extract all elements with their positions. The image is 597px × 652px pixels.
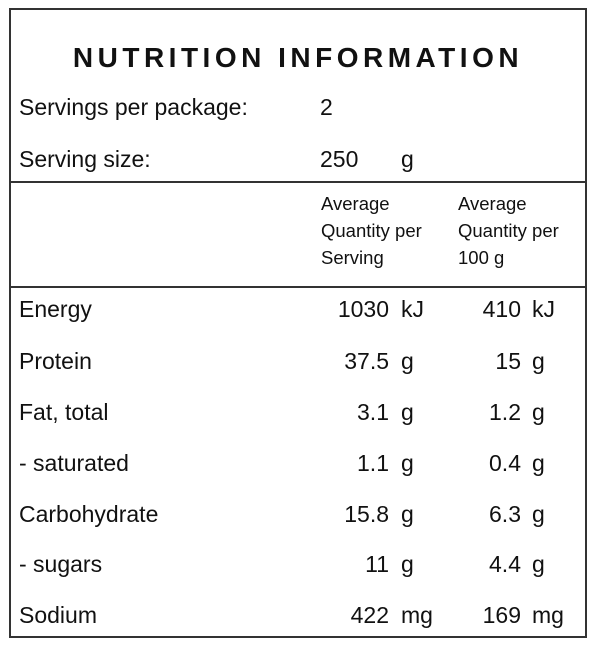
per-serving-value: 37.5	[344, 348, 389, 374]
divider-top	[11, 181, 585, 183]
per-100g-unit: g	[532, 450, 545, 476]
servings-label: Servings per package:	[19, 94, 248, 120]
column-header-line: Serving	[321, 247, 384, 268]
serving-size-label: Serving size:	[19, 146, 151, 172]
column-header-line: Quantity per	[458, 220, 559, 241]
per-serving-value: 11	[365, 551, 389, 577]
per-100g-value: 15	[495, 348, 521, 374]
per-100g-unit: kJ	[532, 296, 555, 322]
per-100g-value: 6.3	[489, 501, 521, 527]
serving-size-value: 250	[320, 146, 359, 172]
per-100g-unit: g	[532, 501, 545, 527]
per-100g-value: 4.4	[489, 551, 521, 577]
per-100g-value: 1.2	[489, 399, 521, 425]
per-100g-unit: g	[532, 551, 545, 577]
per-100g-value: 0.4	[489, 450, 521, 476]
column-header-line: Average	[458, 193, 527, 214]
nutrient-label: Fat, total	[19, 399, 109, 425]
nutrient-label: Energy	[19, 296, 92, 322]
column-header-per-100g: Average Quantity per 100 g	[458, 190, 559, 271]
per-100g-unit: g	[532, 399, 545, 425]
servings-value: 2	[320, 94, 333, 120]
per-serving-unit: kJ	[401, 296, 424, 322]
per-serving-value: 1030	[337, 296, 389, 322]
per-serving-value: 1.1	[357, 450, 389, 476]
per-serving-unit: g	[401, 348, 414, 374]
per-serving-unit: g	[401, 501, 414, 527]
per-100g-unit: g	[532, 348, 545, 374]
per-serving-unit: mg	[401, 602, 433, 628]
nutrient-label: Protein	[19, 348, 92, 374]
per-100g-value: 169	[482, 602, 521, 628]
column-header-line: Quantity per	[321, 220, 422, 241]
nutrient-label: Carbohydrate	[19, 501, 159, 527]
nutrition-panel: NUTRITION INFORMATION Servings per packa…	[9, 8, 587, 638]
panel-title: NUTRITION INFORMATION	[72, 42, 524, 73]
serving-size-unit: g	[401, 146, 414, 172]
per-serving-value: 3.1	[357, 399, 389, 425]
per-100g-value: 410	[482, 296, 521, 322]
per-serving-value: 422	[350, 602, 389, 628]
per-serving-unit: g	[401, 450, 414, 476]
per-serving-value: 15.8	[344, 501, 389, 527]
column-header-line: 100 g	[458, 247, 505, 268]
column-header-per-serving: Average Quantity per Serving	[321, 190, 422, 271]
per-serving-unit: g	[401, 399, 414, 425]
nutrient-label: Sodium	[19, 602, 97, 628]
divider-header	[11, 286, 585, 288]
per-serving-unit: g	[401, 551, 414, 577]
per-100g-unit: mg	[532, 602, 564, 628]
nutrient-label: - sugars	[19, 551, 103, 577]
column-header-line: Average	[321, 193, 390, 214]
nutrient-label: - saturated	[19, 450, 129, 476]
